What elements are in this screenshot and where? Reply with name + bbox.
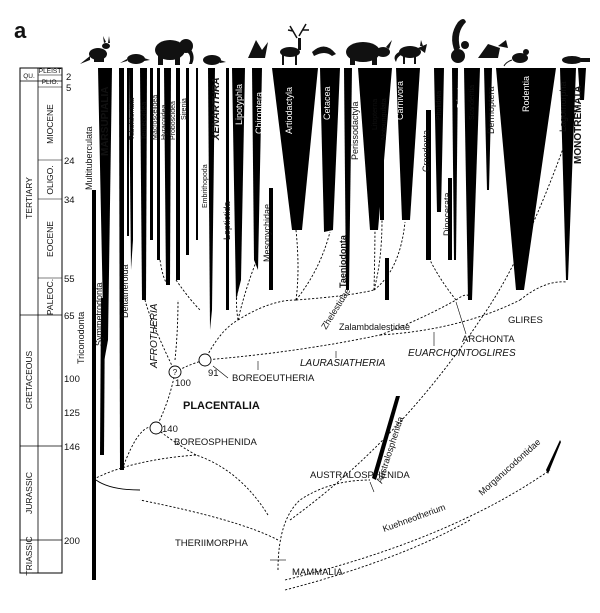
age-34: 34	[64, 195, 75, 206]
node-age-140: 140	[162, 424, 178, 435]
clade-mammalia: MAMMALIA	[292, 567, 343, 578]
label-carnivora: Carnivora	[395, 81, 405, 120]
label-macroscelidea: Macroscelidea	[152, 95, 159, 140]
node-markers: ? 100 91 140	[149, 353, 219, 435]
epoch-quaternary: QU.	[23, 73, 35, 80]
deer-icon	[280, 23, 309, 65]
age-5: 5	[66, 83, 71, 94]
label-monotremata: MONOTREMATA	[573, 85, 584, 164]
label-primates: Primates	[457, 80, 464, 108]
epoch-pliocene: PLIO.	[42, 79, 59, 86]
age-100: 100	[64, 374, 80, 385]
age-125: 125	[64, 408, 80, 419]
node-question-mark: ?	[173, 368, 178, 377]
clade-theriimorpha: THERIIMORPHA	[175, 538, 249, 549]
lineage-wedges	[92, 68, 586, 580]
label-rodentia: Rodentia	[521, 76, 531, 112]
age-65: 65	[64, 311, 75, 322]
clade-laurasiatheria: LAURASIATHERIA	[300, 358, 386, 369]
label-perissodactyla: Perissodactyla	[350, 101, 360, 160]
panel-label: a	[14, 18, 27, 43]
label-artiodactyla: Artiodactyla	[284, 87, 294, 134]
era-jurassic: JURASSIC	[24, 472, 34, 514]
era-cretaceous: CRETACEOUS	[24, 350, 34, 409]
armadillo-icon	[120, 54, 150, 64]
label-embrithopoda: Embrithopoda	[202, 164, 209, 208]
label-lipotyphla: Lipotyphla	[234, 84, 244, 125]
epoch-miocene: MIOCENE	[45, 104, 55, 144]
label-cetacea: Cetacea	[322, 86, 332, 120]
time-scale: TERTIARY CRETACEOUS JURASSIC TRIASSIC QU…	[19, 67, 80, 576]
kangaroo-icon	[80, 36, 110, 64]
clade-boreoeutheria: BOREOEUTHERIA	[232, 373, 315, 384]
epoch-eocene: EOCENE	[45, 221, 55, 257]
label-lagomorpha: Lagomorpha	[558, 81, 568, 132]
clade-labels: PLACENTALIA BOREOSPHENIDA BOREOEUTHERIA …	[174, 315, 543, 578]
label-proboscidea: Proboscidea	[170, 101, 177, 140]
label-sirenia: Sirenia	[181, 98, 188, 120]
label-chiroptera: Chiroptera	[254, 92, 264, 134]
platypus-icon	[562, 56, 590, 64]
tree-connections	[91, 99, 581, 591]
label-deltatheroida: Deltatheroida	[120, 264, 130, 318]
label-dermoptera: Dermoptera	[486, 86, 496, 134]
label-hyracoidea: Hyracoidea	[161, 104, 168, 140]
clade-australosphenida: AUSTRALOSPHENIDA	[310, 470, 410, 481]
hedgehog-icon	[203, 55, 226, 65]
label-afrotheria: AFROTHERIA	[149, 303, 160, 369]
label-multituberculata: Multituberculata	[84, 126, 94, 190]
epoch-oligocene: OLIGO.	[45, 165, 55, 194]
age-55: 55	[64, 274, 75, 285]
era-tertiary: TERTIARY	[24, 177, 34, 219]
clade-boreosphenida: BOREOSPHENIDA	[174, 437, 258, 448]
epoch-paleocene: PALEOC.	[45, 279, 55, 315]
label-kuehneotherium: Kuehneotherium	[381, 502, 446, 534]
label-scandentia: Scandentia	[469, 85, 476, 120]
label-creodonta: Creodonta	[421, 130, 431, 172]
label-tenrecoidea: Tenrecoidea	[141, 102, 148, 140]
clade-archonta: ARCHONTA	[462, 334, 515, 345]
whale-icon	[312, 46, 336, 56]
label-leaders	[212, 301, 467, 561]
colugo-icon	[478, 40, 508, 58]
age-2: 2	[66, 72, 71, 83]
label-notoungulata: Notoungulata	[381, 98, 388, 140]
label-taeniodonta: Taeniodonta	[338, 234, 348, 288]
fox-icon	[394, 40, 427, 64]
label-triconodonta: Triconodonta	[76, 312, 86, 364]
rhino-icon	[346, 40, 392, 65]
node-age-100: 100	[175, 378, 191, 389]
clade-placentalia: PLACENTALIA	[183, 400, 260, 412]
clade-euarchontoglires: EUARCHONTOGLIRES	[408, 348, 516, 359]
label-dinocerata: Dinocerata	[442, 192, 452, 236]
label-litopterna: Litopterna	[372, 99, 379, 130]
silhouette-row	[80, 19, 590, 67]
rat-icon	[503, 49, 529, 67]
bat-icon	[248, 40, 268, 58]
top-taxa-labels: Multituberculata MARSUPIALIA Tubulidenta…	[84, 76, 584, 208]
clade-glires: GLIRES	[508, 315, 543, 326]
elephant-icon	[155, 39, 194, 65]
epoch-pleistocene: PLEIST	[39, 68, 61, 75]
node-age-91: 91	[208, 368, 219, 379]
label-marsupialia: MARSUPIALIA	[100, 87, 111, 156]
era-triassic: TRIASSIC	[24, 536, 34, 575]
label-mesonychidae: Mesonychidae	[262, 204, 272, 262]
age-24: 24	[64, 156, 75, 167]
lemur-icon	[451, 19, 469, 63]
label-tubulidentata: Tubulidentata	[129, 98, 136, 140]
label-pholidota: Pholidota	[436, 91, 443, 120]
label-zalambdalestidae: Zalambdalestidae	[339, 322, 410, 332]
age-200: 200	[64, 536, 80, 547]
label-leptictida: Leptictida	[222, 201, 232, 240]
label-xenarthra: XENARTHRA	[211, 77, 222, 141]
age-146: 146	[64, 442, 80, 453]
label-symmetrodonta: Symmetrodonta	[94, 282, 104, 346]
label-morganucodontidae: Morganucodontidae	[477, 437, 543, 498]
